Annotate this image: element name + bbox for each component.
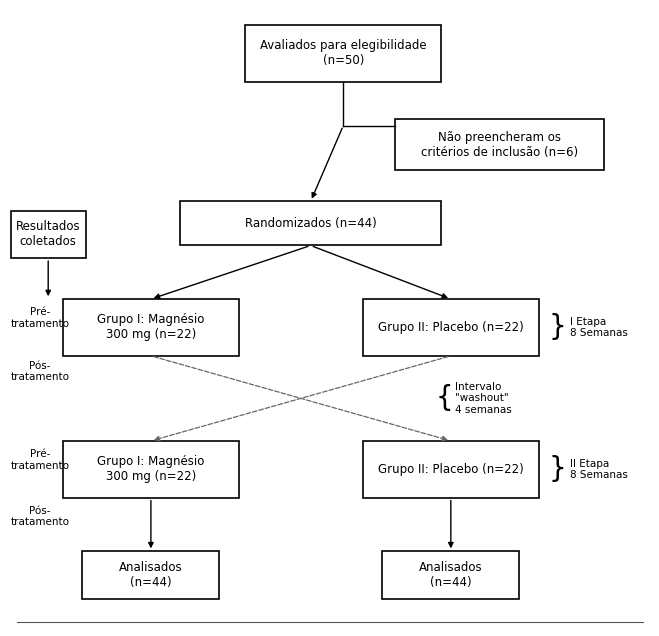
FancyBboxPatch shape (181, 202, 441, 245)
Text: Resultados
coletados: Resultados coletados (16, 221, 80, 249)
Text: Pós-
tratamento: Pós- tratamento (11, 506, 70, 527)
FancyBboxPatch shape (363, 441, 539, 498)
Text: Pós-
tratamento: Pós- tratamento (11, 361, 70, 382)
FancyBboxPatch shape (395, 120, 604, 170)
FancyBboxPatch shape (363, 299, 539, 356)
Text: Não preencheram os
critérios de inclusão (n=6): Não preencheram os critérios de inclusão… (421, 130, 579, 158)
Text: Grupo II: Placebo (n=22): Grupo II: Placebo (n=22) (378, 321, 524, 334)
Text: Pré-
tratamento: Pré- tratamento (11, 449, 70, 471)
Text: Grupo II: Placebo (n=22): Grupo II: Placebo (n=22) (378, 463, 524, 476)
Text: Grupo I: Magnésio
300 mg (n=22): Grupo I: Magnésio 300 mg (n=22) (98, 455, 204, 483)
Text: II Etapa
8 Semanas: II Etapa 8 Semanas (570, 459, 628, 480)
FancyBboxPatch shape (245, 25, 441, 81)
Text: }: } (548, 314, 566, 342)
FancyBboxPatch shape (63, 441, 239, 498)
Text: {: { (436, 384, 453, 412)
Text: Analisados
(n=44): Analisados (n=44) (119, 561, 183, 589)
FancyBboxPatch shape (382, 551, 519, 598)
Text: Analisados
(n=44): Analisados (n=44) (419, 561, 482, 589)
Text: Pré-
tratamento: Pré- tratamento (11, 307, 70, 329)
FancyBboxPatch shape (63, 299, 239, 356)
Text: Intervalo
"washout"
4 semanas: Intervalo "washout" 4 semanas (455, 382, 512, 415)
Text: }: } (548, 455, 566, 483)
Text: Grupo I: Magnésio
300 mg (n=22): Grupo I: Magnésio 300 mg (n=22) (98, 314, 204, 342)
Text: Randomizados (n=44): Randomizados (n=44) (244, 217, 376, 230)
FancyBboxPatch shape (11, 211, 86, 258)
FancyBboxPatch shape (82, 551, 219, 598)
Text: Avaliados para elegibilidade
(n=50): Avaliados para elegibilidade (n=50) (260, 39, 426, 67)
Text: I Etapa
8 Semanas: I Etapa 8 Semanas (570, 317, 628, 338)
